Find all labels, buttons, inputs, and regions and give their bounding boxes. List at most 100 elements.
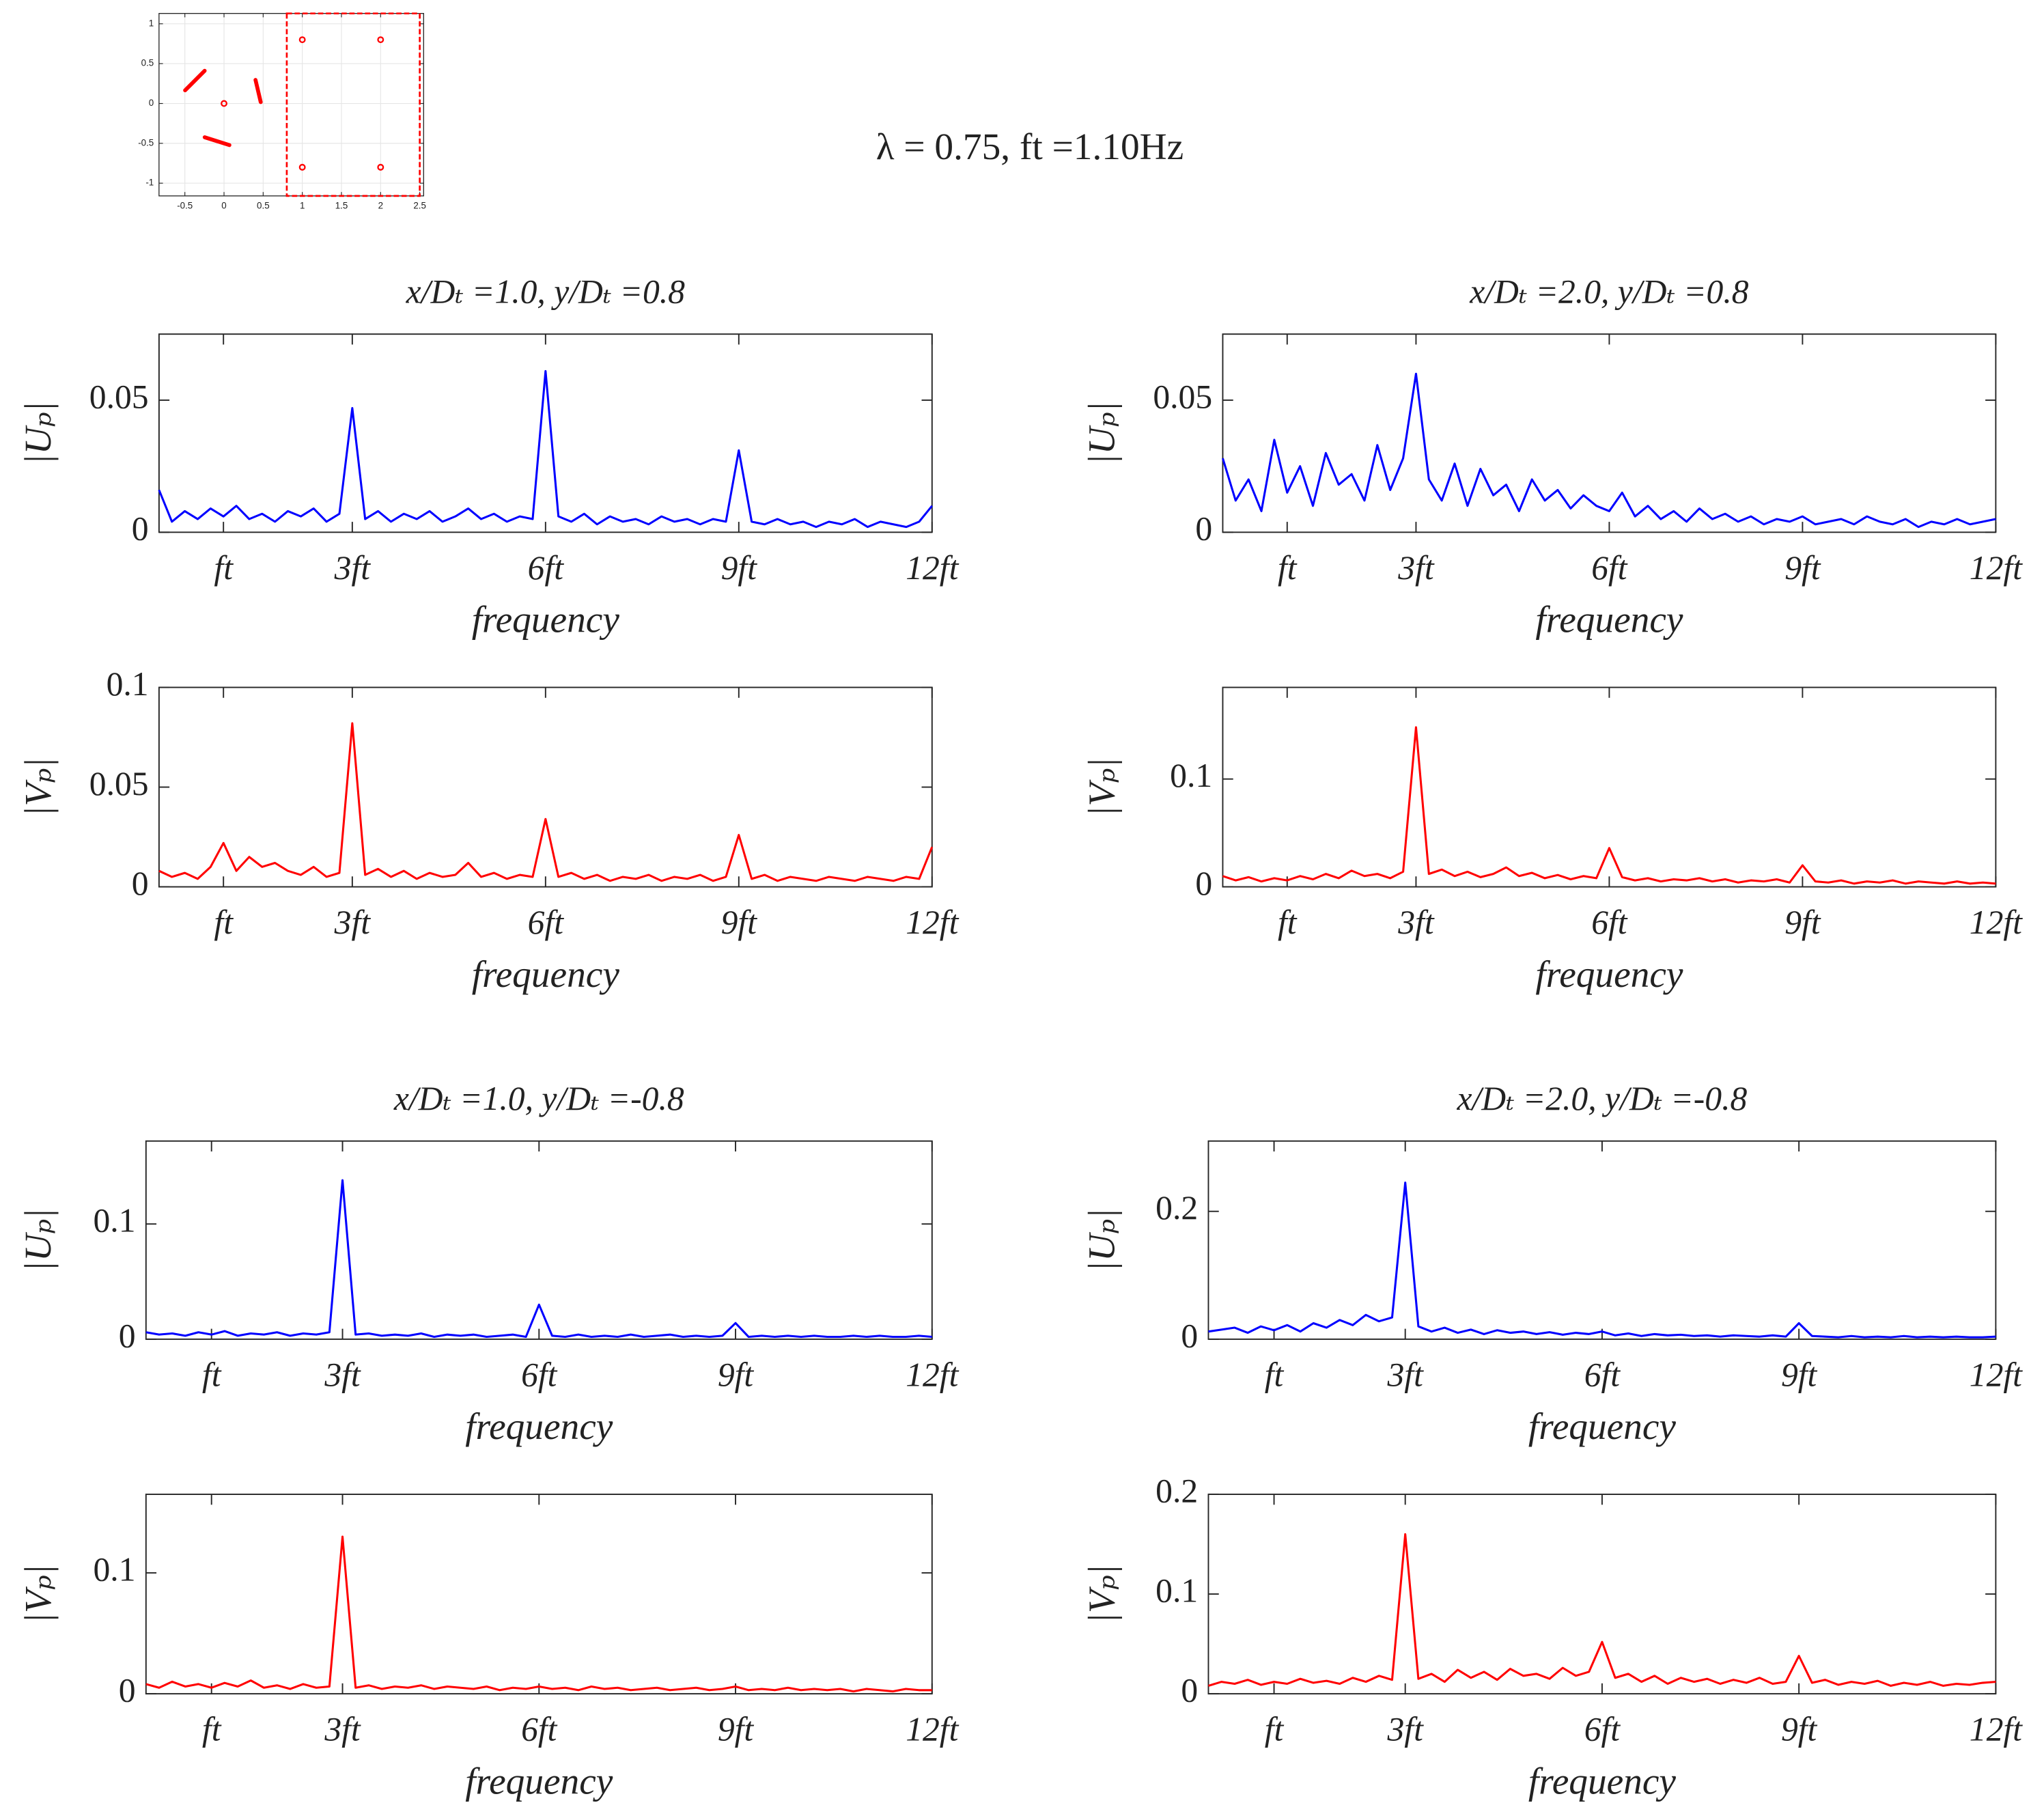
- x-tick-label: 9ft: [718, 1356, 755, 1394]
- y-tick-label: 0: [149, 98, 154, 108]
- axes-box: [158, 333, 933, 533]
- x-tick-label: 3ft: [1397, 549, 1435, 587]
- x-tick-label: 12ft: [1970, 1356, 2023, 1394]
- blade: [202, 135, 232, 148]
- x-tick-label: 6ft: [1591, 904, 1628, 941]
- spectrum-line: [158, 722, 934, 882]
- x-tick-label: 12ft: [906, 1711, 959, 1748]
- spectrum-line: [1208, 1533, 1996, 1687]
- x-tick-label: 3ft: [1386, 1356, 1424, 1394]
- x-tick-label: ft: [1265, 1711, 1285, 1748]
- x-tick-label: 2: [378, 201, 383, 211]
- y-tick-label: 0.1: [1170, 757, 1212, 794]
- x-tick-label: 1.5: [335, 201, 348, 211]
- spectrum-line: [1222, 726, 1996, 885]
- x-tick-label: ft: [1278, 549, 1298, 587]
- y-tick-label: 0.1: [93, 1202, 135, 1240]
- probe-point: [298, 163, 306, 171]
- x-tick-label: 9ft: [1784, 549, 1821, 587]
- x-axis-label: frequency: [1535, 599, 1683, 641]
- probe-point: [377, 36, 384, 44]
- x-tick-label: 12ft: [906, 1356, 959, 1394]
- x-axis-label: frequency: [472, 599, 620, 641]
- axes-box: [1222, 686, 1997, 888]
- x-tick-label: 12ft: [1970, 1711, 2023, 1748]
- x-tick-label: 3ft: [334, 904, 372, 941]
- chart-title: x/Dₜ =2.0, y/Dₜ =0.8: [1469, 272, 1749, 310]
- x-tick-label: 9ft: [721, 549, 758, 587]
- y-tick-label: 0: [1195, 510, 1212, 548]
- y-tick-label: 0.05: [89, 378, 149, 415]
- y-tick-label: 0: [1195, 865, 1212, 902]
- inset-decor: [183, 68, 263, 148]
- axes-box: [145, 1140, 933, 1340]
- axes-box: [158, 686, 933, 888]
- x-tick-label: 6ft: [1584, 1356, 1621, 1394]
- x-tick-label: ft: [214, 904, 234, 941]
- x-tick-label: 9ft: [718, 1711, 755, 1748]
- y-axis-label: |Uₚ|: [17, 1209, 59, 1272]
- x-tick-label: 6ft: [1584, 1711, 1621, 1748]
- x-tick-label: -0.5: [177, 201, 193, 211]
- chart-title: x/Dₜ =1.0, y/Dₜ =-0.8: [393, 1080, 684, 1117]
- x-axis-label: frequency: [472, 953, 620, 995]
- y-axis-label: |Vₚ|: [1080, 757, 1122, 816]
- y-tick-label: 0.05: [89, 765, 149, 802]
- figure-title: λ = 0.75, ft =1.10Hz: [876, 126, 1184, 167]
- y-tick-label: 0: [132, 510, 149, 548]
- x-tick-label: 6ft: [1591, 549, 1628, 587]
- y-tick-label: 0: [1181, 1317, 1198, 1354]
- y-tick-label: 0.2: [1156, 1189, 1198, 1227]
- probe-region: [285, 12, 421, 197]
- x-axis-label: frequency: [1535, 953, 1683, 995]
- y-tick-label: 0.05: [1153, 378, 1212, 415]
- x-tick-label: 12ft: [906, 904, 959, 941]
- x-tick-label: 9ft: [1781, 1711, 1818, 1748]
- x-tick-label: 3ft: [324, 1711, 361, 1748]
- blade: [253, 78, 263, 104]
- x-tick-label: 3ft: [334, 549, 372, 587]
- axes-box: [1222, 333, 1997, 533]
- x-tick-label: 0.5: [257, 201, 270, 211]
- x-tick-label: 0: [221, 201, 226, 211]
- y-tick-label: 0.1: [1156, 1571, 1198, 1609]
- x-tick-label: 3ft: [1397, 904, 1435, 941]
- x-axis-label: frequency: [465, 1760, 613, 1802]
- x-tick-label: 2.5: [413, 201, 426, 211]
- y-tick-label: 0: [119, 1671, 136, 1709]
- x-tick-label: ft: [202, 1356, 222, 1394]
- y-tick-label: 0: [132, 865, 149, 902]
- spectrum-line: [145, 1535, 932, 1693]
- x-tick-label: 9ft: [1781, 1356, 1818, 1394]
- spectrum-line: [145, 1179, 932, 1339]
- x-tick-label: 3ft: [1386, 1711, 1424, 1748]
- y-tick-label: 0: [1181, 1671, 1198, 1709]
- y-axis-label: |Uₚ|: [1080, 402, 1122, 465]
- y-tick-label: -1: [145, 178, 154, 188]
- x-axis-label: frequency: [465, 1406, 613, 1447]
- blade: [183, 68, 207, 93]
- x-tick-label: 6ft: [528, 549, 565, 587]
- y-tick-label: 0.5: [141, 58, 154, 68]
- y-axis-label: |Vₚ|: [1080, 1565, 1122, 1623]
- y-tick-label: 0.1: [107, 665, 149, 703]
- probe-point: [221, 100, 227, 107]
- x-tick-label: 9ft: [1784, 904, 1821, 941]
- spectrum-line: [158, 369, 933, 529]
- x-tick-label: 3ft: [324, 1356, 361, 1394]
- axes-box: [158, 13, 424, 197]
- axes-box: [1207, 1494, 1997, 1695]
- x-tick-label: 9ft: [721, 904, 758, 941]
- x-tick-label: 12ft: [1970, 904, 2023, 941]
- x-tick-label: 12ft: [906, 549, 959, 587]
- x-tick-label: ft: [1278, 904, 1298, 941]
- x-tick-label: 6ft: [521, 1356, 558, 1394]
- axes-box: [145, 1494, 933, 1695]
- probe-point: [377, 163, 384, 171]
- x-tick-label: 6ft: [521, 1711, 558, 1748]
- y-tick-label: 1: [149, 18, 154, 28]
- x-tick-label: ft: [1265, 1356, 1285, 1394]
- x-tick-label: ft: [202, 1711, 222, 1748]
- chart-title: x/Dₜ =1.0, y/Dₜ =0.8: [406, 272, 686, 310]
